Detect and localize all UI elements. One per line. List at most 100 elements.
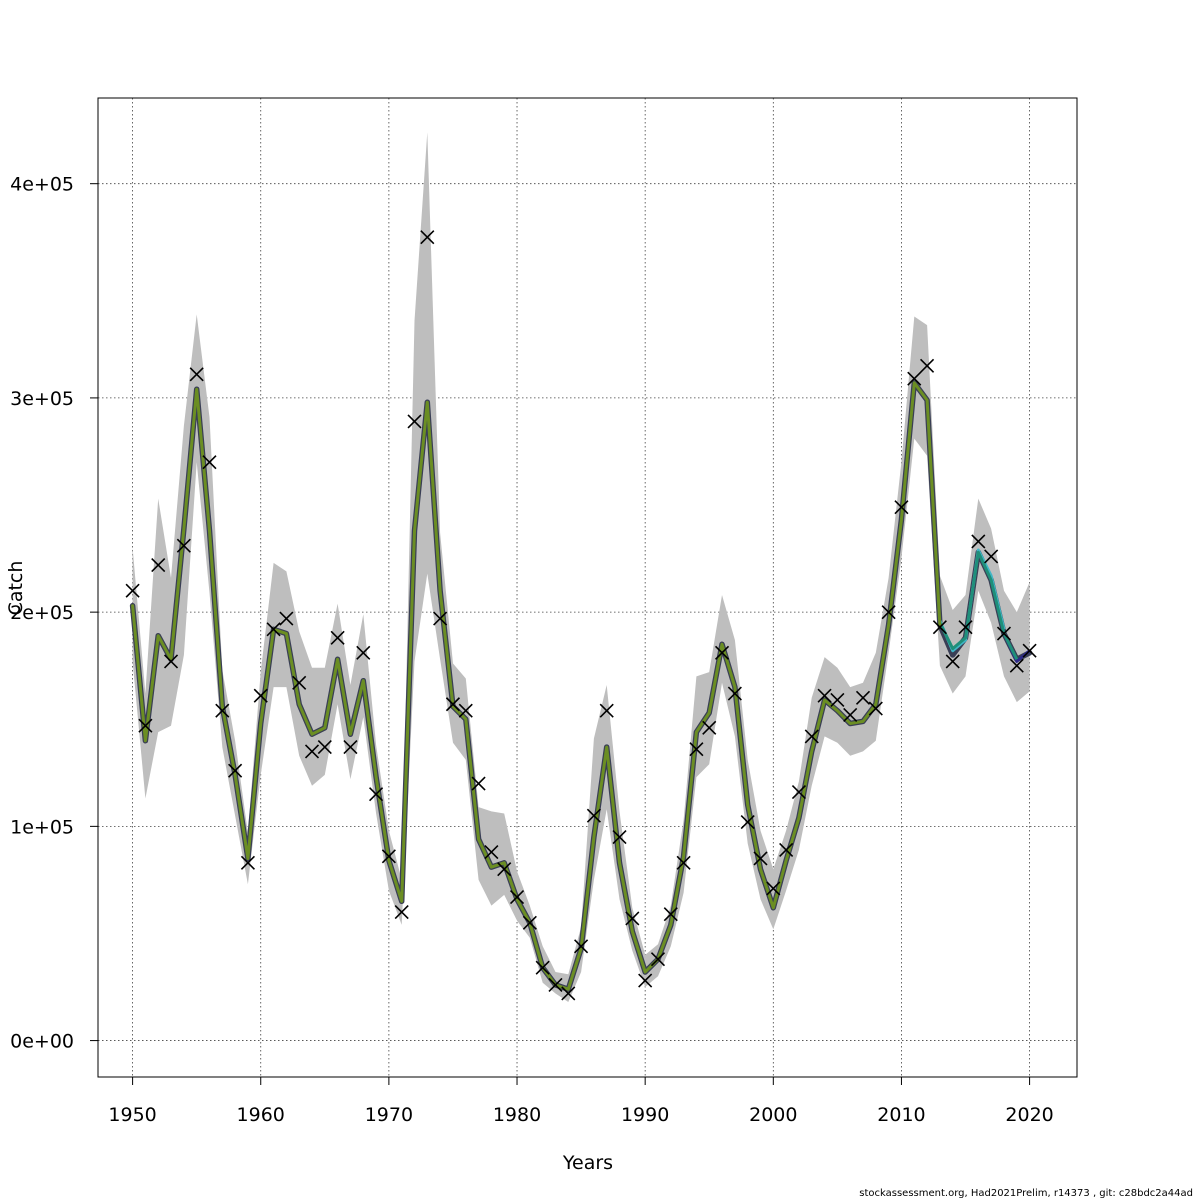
observed-point-stroke <box>868 701 883 716</box>
observed-point-stroke <box>458 703 473 718</box>
observed-point <box>804 729 819 744</box>
observed-point-stroke <box>689 742 704 757</box>
observed-point-stroke <box>855 690 871 705</box>
observed-point <box>868 701 883 716</box>
observed-point <box>509 889 525 905</box>
observed-point <box>279 611 294 626</box>
observed-point-stroke <box>971 534 986 549</box>
observed-point <box>343 740 358 755</box>
observed-point <box>612 830 627 845</box>
observed-point <box>1009 658 1024 673</box>
x-tick-label: 2010 <box>877 1104 925 1126</box>
observed-point <box>791 785 806 800</box>
observed-point <box>817 688 832 703</box>
observed-point-stroke <box>215 703 230 718</box>
observed-point-stroke <box>766 881 781 896</box>
observed-point <box>433 611 448 626</box>
observed-point <box>484 844 499 860</box>
observed-point-stroke <box>881 605 896 620</box>
observed-point-stroke <box>369 787 384 802</box>
observed-point-stroke <box>356 645 371 660</box>
observed-point <box>638 973 653 988</box>
observed-point-stroke <box>304 744 320 759</box>
observed-point-stroke <box>625 911 640 926</box>
x-tick-label: 1980 <box>493 1104 541 1126</box>
observed-point <box>650 952 666 967</box>
observed-point <box>535 960 550 975</box>
observed-point <box>458 703 473 718</box>
observed-point-stroke <box>497 862 512 877</box>
observed-point-stroke <box>920 358 935 373</box>
fitted-lines <box>129 380 1033 992</box>
observed-point <box>381 849 396 864</box>
observed-point-stroke <box>471 776 486 791</box>
observed-point-stroke <box>484 844 499 860</box>
observed-point <box>689 742 704 757</box>
observed-point-stroke <box>804 729 819 744</box>
observed-point-stroke <box>138 718 153 733</box>
y-tick-label: 3e+05 <box>10 388 74 410</box>
observed-point <box>702 720 717 735</box>
observed-point <box>996 626 1012 641</box>
observed-catch-points <box>125 230 1037 1001</box>
x-tick-label: 2000 <box>749 1104 797 1126</box>
observed-point-stroke <box>996 626 1012 641</box>
observed-point-stroke <box>740 815 755 830</box>
observed-point-stroke <box>176 538 191 553</box>
observed-point <box>317 740 332 755</box>
observed-point <box>907 371 922 386</box>
observed-point-stroke <box>574 939 589 954</box>
observed-point <box>522 915 537 930</box>
y-axis: 0e+00 1e+05 2e+05 3e+05 4e+05 <box>10 174 99 1053</box>
fitted-line-main <box>131 381 942 991</box>
observed-point-stroke <box>663 907 678 922</box>
observed-point-stroke <box>548 977 563 992</box>
observed-point <box>881 605 896 620</box>
observed-point-stroke <box>1022 643 1037 658</box>
y-tick-label: 1e+05 <box>10 816 74 838</box>
observed-point-stroke <box>945 654 960 669</box>
observed-point-stroke <box>907 371 922 386</box>
observed-point-stroke <box>714 645 730 660</box>
observed-point <box>920 358 935 373</box>
observed-point-stroke <box>240 855 255 870</box>
observed-point <box>561 986 576 1001</box>
x-tick-label: 2020 <box>1005 1104 1053 1126</box>
observed-point <box>855 690 871 705</box>
observed-point <box>843 707 858 723</box>
observed-point <box>586 808 601 823</box>
x-axis: 1950 1960 1970 1980 1990 2000 2010 2020 <box>108 1076 1054 1126</box>
x-axis-title: Years <box>562 1152 613 1174</box>
observed-point-stroke <box>189 367 204 382</box>
observed-point <box>676 855 691 870</box>
observed-point-stroke <box>561 986 576 1001</box>
observed-point <box>151 557 166 573</box>
observed-point-stroke <box>125 583 140 598</box>
observed-point-stroke <box>407 414 422 429</box>
observed-point <box>714 645 730 660</box>
observed-point <box>1022 643 1037 658</box>
observed-point-stroke <box>817 688 832 703</box>
observed-point <box>369 787 384 802</box>
observed-point <box>253 688 268 703</box>
observed-point-stroke <box>253 688 268 703</box>
observed-point-stroke <box>830 692 845 708</box>
observed-point-stroke <box>292 675 307 690</box>
observed-point-stroke <box>509 889 525 905</box>
observed-point <box>753 851 768 866</box>
observed-point <box>138 718 153 733</box>
observed-point-stroke <box>163 654 179 669</box>
observed-point <box>663 907 678 922</box>
observed-point <box>971 534 986 549</box>
observed-point-stroke <box>638 973 653 988</box>
y-tick-label: 4e+05 <box>10 174 74 196</box>
observed-point <box>766 881 781 896</box>
observed-point <box>740 815 755 830</box>
observed-point <box>330 630 345 645</box>
x-tick-label: 1960 <box>237 1104 285 1126</box>
observed-point <box>266 622 281 637</box>
observed-point-stroke <box>266 622 281 637</box>
observed-point <box>228 763 243 778</box>
observed-point-stroke <box>599 703 614 718</box>
